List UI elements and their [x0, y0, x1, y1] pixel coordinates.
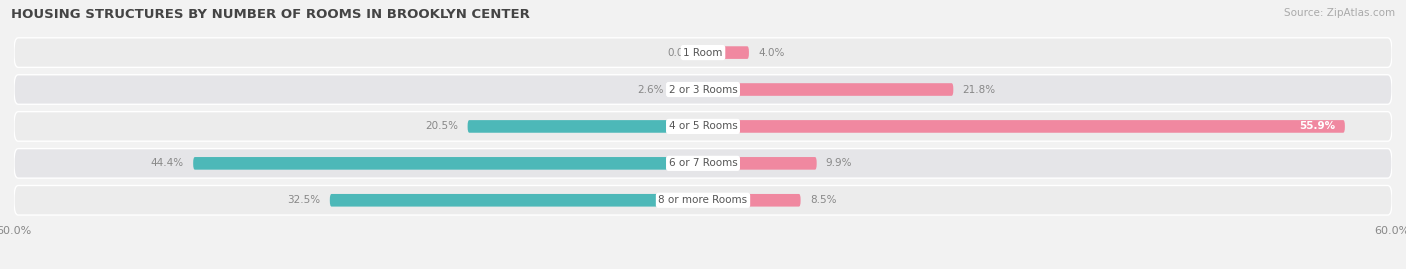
FancyBboxPatch shape — [193, 157, 703, 170]
FancyBboxPatch shape — [703, 120, 1346, 133]
Text: HOUSING STRUCTURES BY NUMBER OF ROOMS IN BROOKLYN CENTER: HOUSING STRUCTURES BY NUMBER OF ROOMS IN… — [11, 8, 530, 21]
Text: 32.5%: 32.5% — [287, 195, 321, 205]
FancyBboxPatch shape — [468, 120, 703, 133]
Text: 9.9%: 9.9% — [825, 158, 852, 168]
FancyBboxPatch shape — [703, 194, 800, 207]
FancyBboxPatch shape — [703, 157, 817, 170]
Text: 4.0%: 4.0% — [758, 48, 785, 58]
Text: 6 or 7 Rooms: 6 or 7 Rooms — [669, 158, 737, 168]
FancyBboxPatch shape — [14, 112, 1392, 141]
FancyBboxPatch shape — [14, 148, 1392, 178]
Text: 1 Room: 1 Room — [683, 48, 723, 58]
FancyBboxPatch shape — [330, 194, 703, 207]
Text: Source: ZipAtlas.com: Source: ZipAtlas.com — [1284, 8, 1395, 18]
FancyBboxPatch shape — [14, 38, 1392, 67]
Text: 20.5%: 20.5% — [426, 121, 458, 132]
Text: 2.6%: 2.6% — [637, 84, 664, 94]
FancyBboxPatch shape — [14, 75, 1392, 104]
Text: 8 or more Rooms: 8 or more Rooms — [658, 195, 748, 205]
Text: 55.9%: 55.9% — [1299, 121, 1336, 132]
Text: 44.4%: 44.4% — [150, 158, 184, 168]
Text: 0.0%: 0.0% — [668, 48, 693, 58]
FancyBboxPatch shape — [703, 83, 953, 96]
Text: 8.5%: 8.5% — [810, 195, 837, 205]
Text: 2 or 3 Rooms: 2 or 3 Rooms — [669, 84, 737, 94]
Text: 4 or 5 Rooms: 4 or 5 Rooms — [669, 121, 737, 132]
FancyBboxPatch shape — [673, 83, 703, 96]
FancyBboxPatch shape — [14, 186, 1392, 215]
FancyBboxPatch shape — [703, 46, 749, 59]
Text: 21.8%: 21.8% — [963, 84, 995, 94]
